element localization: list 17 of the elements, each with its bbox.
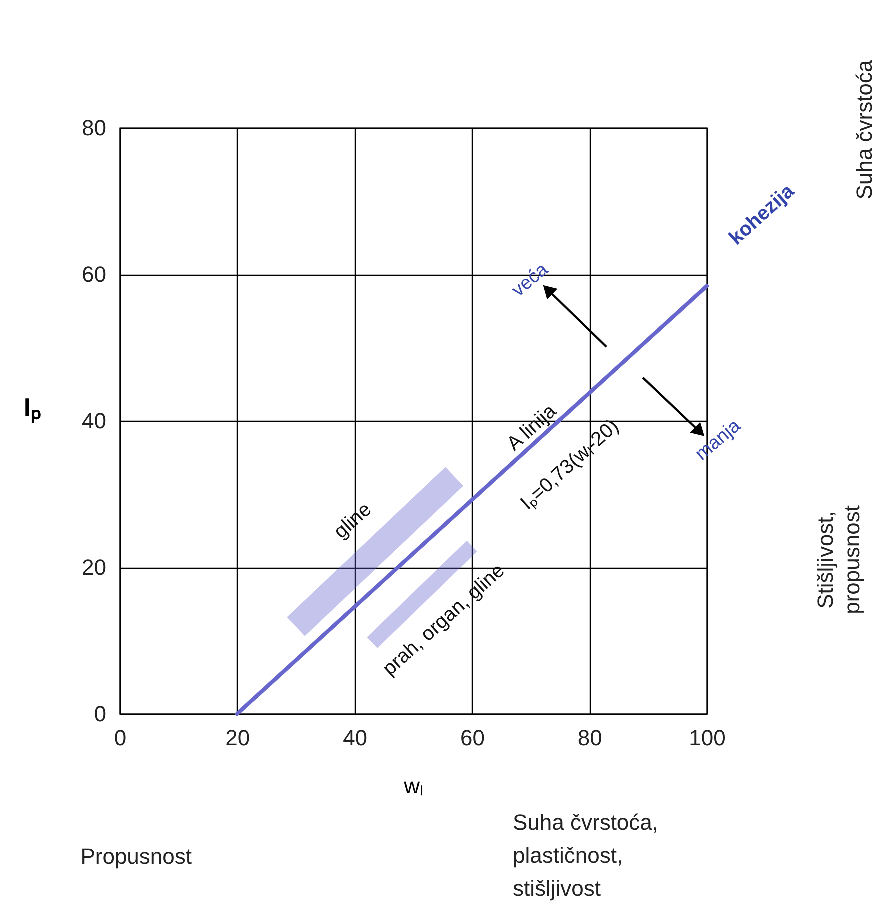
text: Suha čvrstoća — [852, 60, 877, 200]
text: Suha čvrstoća, plastičnost, stišljivost — [513, 810, 659, 901]
x-tick-label: 80 — [578, 726, 602, 750]
x-axis-title: wₗ — [403, 774, 424, 798]
y-tick-label: 40 — [82, 408, 106, 434]
text: Stišljivost, propusnost — [813, 506, 864, 614]
y-tick-label: 60 — [82, 262, 106, 287]
y-tick-label: 80 — [82, 116, 106, 140]
x-tick-label: 0 — [114, 726, 127, 750]
x-tick-label: 100 — [689, 726, 726, 750]
y-tick-label: 20 — [82, 555, 106, 580]
x-tick-label: 60 — [460, 726, 485, 750]
y-axis-title: Iₚ — [24, 392, 42, 424]
x-tick-label: 20 — [226, 726, 250, 750]
y-tick-label: 0 — [94, 702, 106, 726]
x-tick-label: 40 — [343, 726, 368, 750]
text: Propusnost — [80, 844, 192, 869]
